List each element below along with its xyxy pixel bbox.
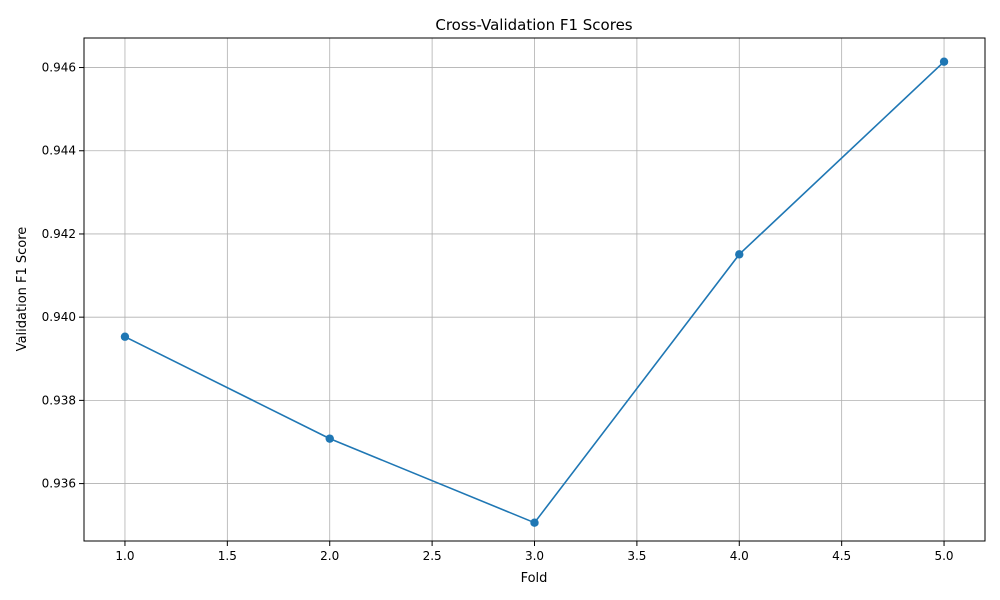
x-tick-label: 4.5 [832, 549, 851, 563]
x-tick-label: 1.5 [218, 549, 237, 563]
chart-title: Cross-Validation F1 Scores [435, 16, 632, 34]
y-ticks: 0.936 0.938 0.940 0.942 0.944 0.946 [42, 61, 84, 491]
data-point [325, 434, 334, 443]
data-point [530, 518, 539, 527]
x-tick-label: 3.5 [627, 549, 646, 563]
x-tick-label: 5.0 [934, 549, 953, 563]
x-tick-label: 2.0 [320, 549, 339, 563]
grid-lines [84, 38, 985, 541]
x-ticks: 1.0 1.5 2.0 2.5 3.0 3.5 4.0 4.5 5.0 [115, 541, 954, 563]
x-tick-label: 2.5 [423, 549, 442, 563]
y-tick-label: 0.946 [42, 61, 76, 75]
series-points [120, 57, 949, 527]
data-point [735, 250, 744, 259]
y-tick-label: 0.942 [42, 227, 76, 241]
y-tick-label: 0.940 [42, 310, 76, 324]
x-tick-label: 1.0 [115, 549, 134, 563]
y-tick-label: 0.938 [42, 393, 76, 407]
x-axis-label: Fold [521, 571, 548, 586]
y-axis-label: Validation F1 Score [15, 227, 30, 352]
x-tick-label: 4.0 [730, 549, 749, 563]
data-point [939, 57, 949, 66]
x-tick-label: 3.0 [525, 549, 544, 563]
y-tick-label: 0.936 [42, 477, 76, 491]
data-point [120, 332, 130, 341]
y-tick-label: 0.944 [42, 144, 76, 158]
